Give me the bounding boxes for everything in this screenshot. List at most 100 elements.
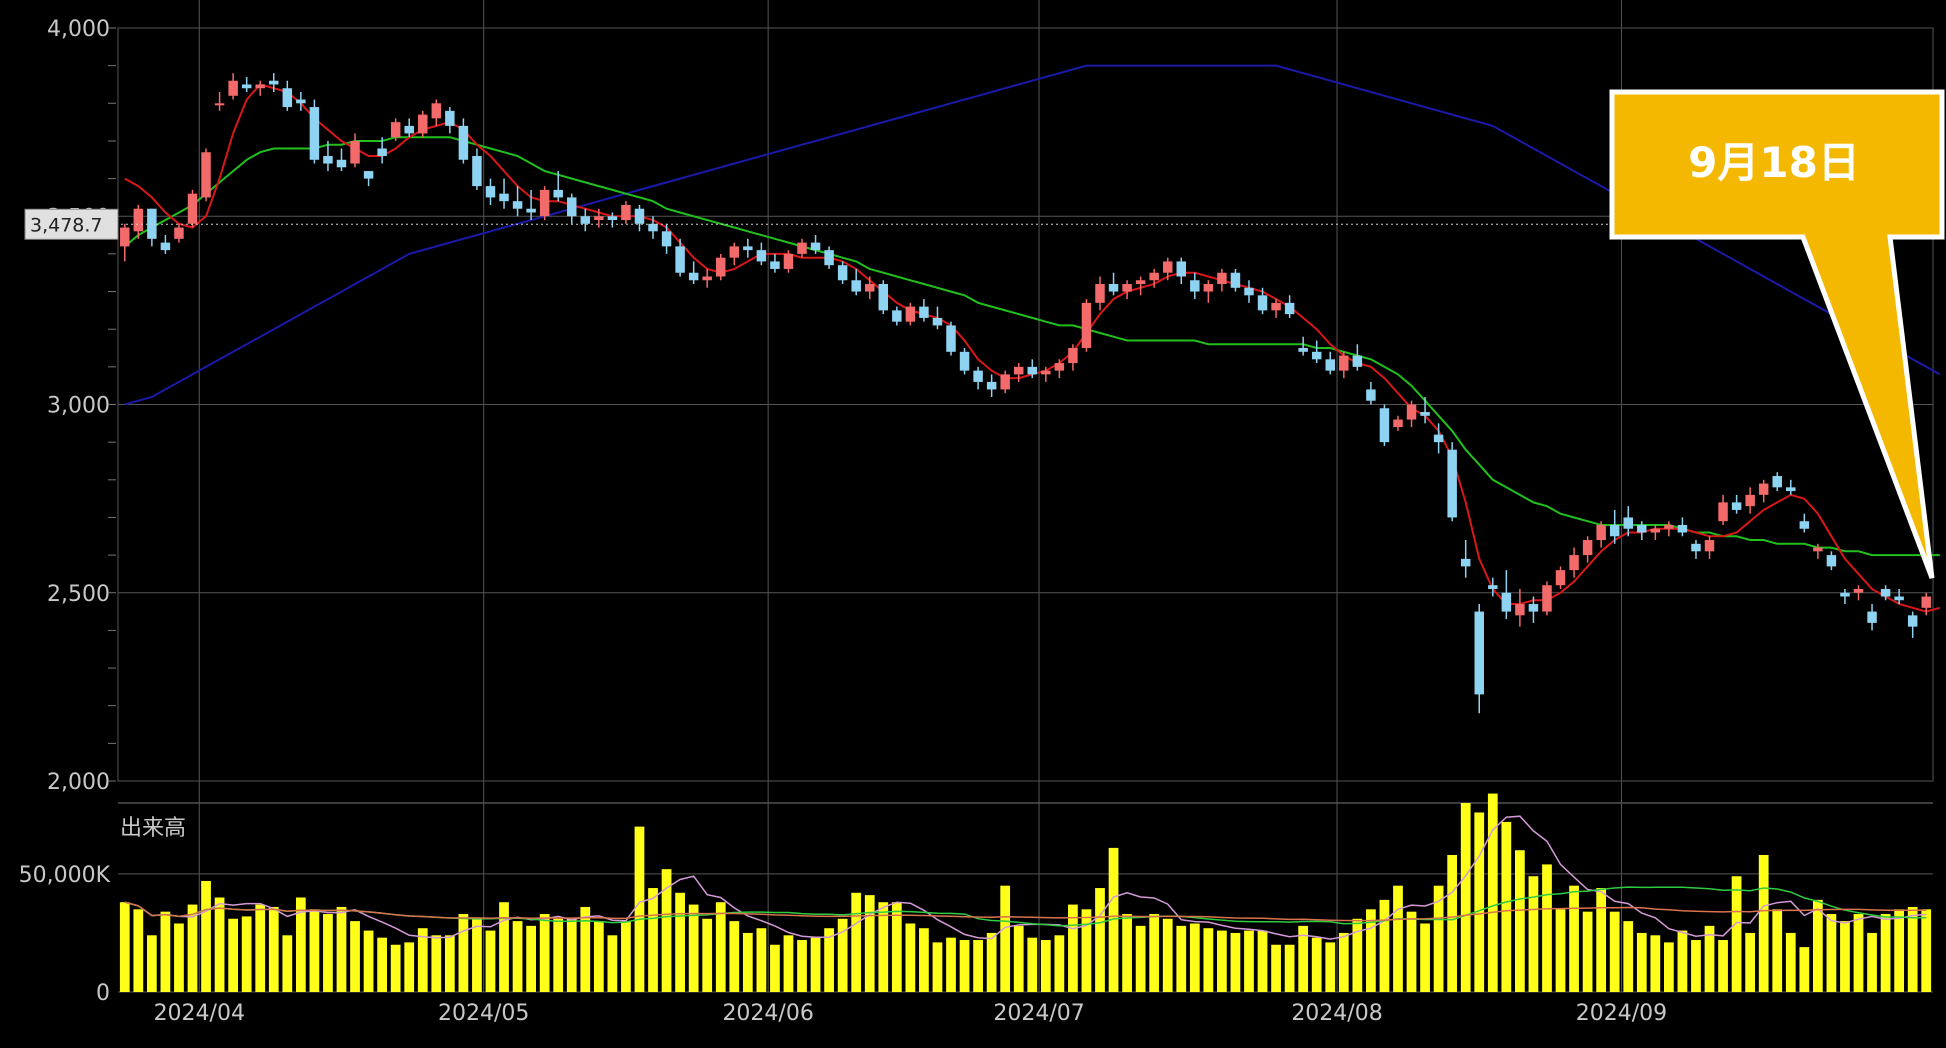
candle-body: [1352, 355, 1363, 367]
candle: [512, 186, 523, 217]
candle-body: [1162, 261, 1173, 273]
month-label: 2024/07: [993, 1001, 1084, 1026]
candle: [1122, 280, 1132, 300]
volume-bar: [1000, 885, 1011, 992]
volume-bar: [1108, 847, 1119, 992]
candle-body: [309, 107, 320, 160]
volume-bar: [1528, 876, 1539, 992]
candle-body: [634, 208, 645, 224]
candle: [932, 306, 943, 330]
candle-body: [1772, 476, 1782, 488]
volume-bar: [1149, 914, 1160, 992]
candle-body: [756, 250, 767, 262]
candle-body: [526, 208, 536, 213]
candle-body: [1542, 585, 1552, 612]
candle: [675, 238, 685, 277]
candle: [1664, 521, 1674, 537]
volume-bar: [634, 826, 645, 992]
volume-bar: [932, 942, 943, 992]
volume-bar: [1718, 940, 1728, 992]
volume-bar: [1338, 932, 1349, 992]
candle: [946, 321, 956, 356]
volume-bar: [729, 921, 740, 992]
volume-bar: [1095, 888, 1105, 992]
candle: [1731, 494, 1742, 514]
candle: [580, 208, 591, 232]
volume-bar: [946, 937, 956, 992]
volume-bar: [1569, 885, 1579, 992]
candle-body: [512, 201, 523, 209]
candle-body: [228, 80, 238, 96]
date-axis: 2024/04 2024/05 2024/06 2024/07 2024/08 2024/…: [154, 1001, 1668, 1026]
candle: [336, 148, 347, 172]
candle: [688, 261, 699, 285]
volume-bar: [336, 906, 347, 992]
candle: [1474, 604, 1484, 714]
volume-bar: [1068, 904, 1078, 992]
candle: [350, 133, 360, 168]
volume-bar: [648, 888, 658, 992]
candle-body: [1596, 524, 1606, 541]
candle: [824, 246, 834, 269]
candle-body: [1284, 302, 1295, 315]
volume-bar: [323, 914, 333, 992]
candle-body: [404, 125, 414, 134]
volume-bar: [837, 918, 848, 992]
candle-body: [1474, 611, 1484, 695]
volume-bar: [580, 906, 591, 992]
volume-bar: [417, 928, 428, 992]
month-label: 2024/06: [722, 1001, 813, 1026]
candle: [1217, 268, 1227, 292]
candle: [296, 92, 306, 111]
candle: [1176, 257, 1187, 285]
candle-body: [1623, 517, 1633, 529]
volume-bar: [1515, 850, 1525, 992]
candle: [120, 223, 130, 262]
candle-body: [282, 88, 293, 108]
volume-bar: [404, 942, 415, 992]
volume-bar: [1812, 899, 1823, 992]
volume-bar: [1853, 914, 1864, 992]
candle: [431, 99, 442, 126]
volume-bar: [770, 944, 780, 992]
candle-body: [1068, 348, 1078, 364]
volume-bar: [593, 921, 604, 992]
candle-body: [1027, 366, 1038, 375]
volume-bar: [1244, 930, 1254, 992]
candle-body: [1569, 555, 1579, 571]
candle: [1013, 363, 1024, 382]
candle: [377, 137, 387, 164]
candle: [864, 276, 875, 300]
candle-body: [878, 284, 889, 311]
candle: [553, 171, 563, 202]
candle: [1637, 521, 1647, 541]
candle: [1772, 472, 1782, 492]
candle-body: [580, 216, 591, 224]
candle-body: [1135, 280, 1146, 285]
candle-body: [323, 156, 333, 164]
candle: [1041, 366, 1051, 382]
volume-bar: [1880, 914, 1891, 992]
candle: [1826, 551, 1837, 571]
candle-body: [1488, 585, 1498, 589]
candle: [783, 250, 794, 273]
candle: [1745, 487, 1755, 514]
candle-body: [1515, 604, 1525, 616]
candle-body: [269, 80, 279, 85]
volume-bar: [553, 918, 564, 992]
candle: [1758, 479, 1769, 503]
volume-bar: [1284, 944, 1295, 992]
candle: [878, 280, 889, 315]
volume-bar: [1230, 932, 1241, 992]
volume-bar: [390, 944, 401, 992]
candle: [1542, 581, 1552, 616]
candle: [1501, 570, 1512, 620]
candle: [1488, 577, 1498, 597]
candle: [1054, 359, 1065, 379]
month-label: 2024/05: [438, 1001, 529, 1026]
volume-bar: [1406, 911, 1417, 992]
candle-body: [1433, 434, 1444, 443]
candle: [1298, 336, 1308, 356]
volume-bar: [1691, 940, 1701, 992]
candle-body: [1894, 596, 1904, 601]
